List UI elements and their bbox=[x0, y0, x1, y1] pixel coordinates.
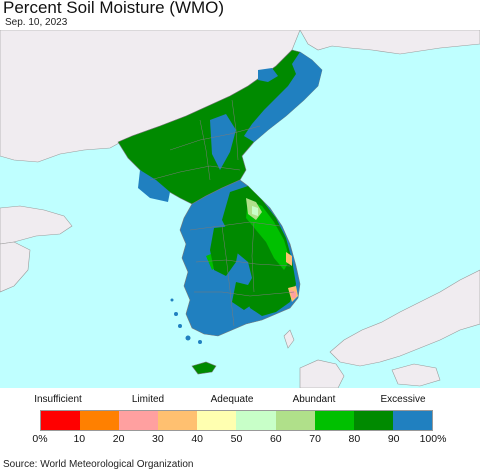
legend-tick-3: 30 bbox=[152, 433, 164, 445]
sk-very-high-central bbox=[210, 226, 240, 276]
legend-categories: Insufficient Limited Adequate Abundant E… bbox=[0, 394, 480, 408]
legend-swatch-1 bbox=[80, 411, 120, 430]
legend-swatch-5 bbox=[236, 411, 276, 430]
legend-swatch-4 bbox=[197, 411, 237, 430]
legend-swatch-2 bbox=[119, 411, 159, 430]
sk-very-high-south bbox=[232, 282, 256, 310]
legend-tick-1: 10 bbox=[73, 433, 86, 445]
admin-borders bbox=[149, 99, 295, 327]
legend-category-insufficient: Insufficient bbox=[34, 394, 82, 405]
legend-category-adequate: Adequate bbox=[210, 394, 254, 405]
legend-swatch-3 bbox=[158, 411, 198, 430]
legend-tick-4: 40 bbox=[191, 433, 204, 445]
russia-land bbox=[299, 30, 480, 55]
legend-swatch-6 bbox=[275, 411, 315, 430]
legend-color-bar bbox=[40, 410, 433, 431]
sk-adequate bbox=[252, 206, 258, 216]
legend-category-limited: Limited bbox=[131, 394, 165, 405]
nk-excessive-northeast bbox=[244, 52, 322, 142]
legend-category-abundant: Abundant bbox=[292, 394, 336, 405]
sw-islands bbox=[170, 298, 202, 344]
nk-excessive-interior bbox=[210, 114, 236, 170]
nk-excessive-patch bbox=[258, 68, 278, 82]
japan-kyushu bbox=[299, 359, 345, 388]
legend-swatch-9 bbox=[392, 411, 432, 430]
japan-tsushima bbox=[283, 329, 295, 349]
japan-shikoku bbox=[391, 363, 441, 387]
legend-tick-6: 60 bbox=[269, 433, 282, 445]
map-date: Sep. 10, 2023 bbox=[5, 17, 68, 28]
legend-ticks: 0% 10 20 30 40 50 60 70 80 90 100% bbox=[0, 433, 480, 447]
source-credit: Source: World Meteorological Organizatio… bbox=[3, 459, 194, 470]
sk-very-high-east bbox=[222, 186, 296, 316]
jeju-island bbox=[191, 361, 217, 375]
soil-moisture-map bbox=[0, 30, 480, 388]
legend-tick-0: 0% bbox=[32, 433, 48, 445]
legend-swatch-7 bbox=[314, 411, 354, 430]
sk-limited-patch-1 bbox=[286, 252, 292, 266]
china-south-land bbox=[0, 241, 31, 293]
legend-tick-9: 90 bbox=[387, 433, 400, 445]
legend-category-excessive: Excessive bbox=[380, 394, 426, 405]
legend-swatch-0 bbox=[41, 411, 81, 430]
legend-tick-7: 70 bbox=[309, 433, 321, 445]
legend-tick-2: 20 bbox=[112, 433, 125, 445]
legend-tick-8: 80 bbox=[348, 433, 361, 445]
legend-tick-10: 100% bbox=[419, 433, 447, 445]
map-title: Percent Soil Moisture (WMO) bbox=[3, 0, 225, 17]
japan-honshu bbox=[329, 269, 480, 367]
nk-excessive-west bbox=[138, 170, 170, 202]
legend-swatch-8 bbox=[353, 411, 393, 430]
legend-tick-5: 50 bbox=[230, 433, 243, 445]
